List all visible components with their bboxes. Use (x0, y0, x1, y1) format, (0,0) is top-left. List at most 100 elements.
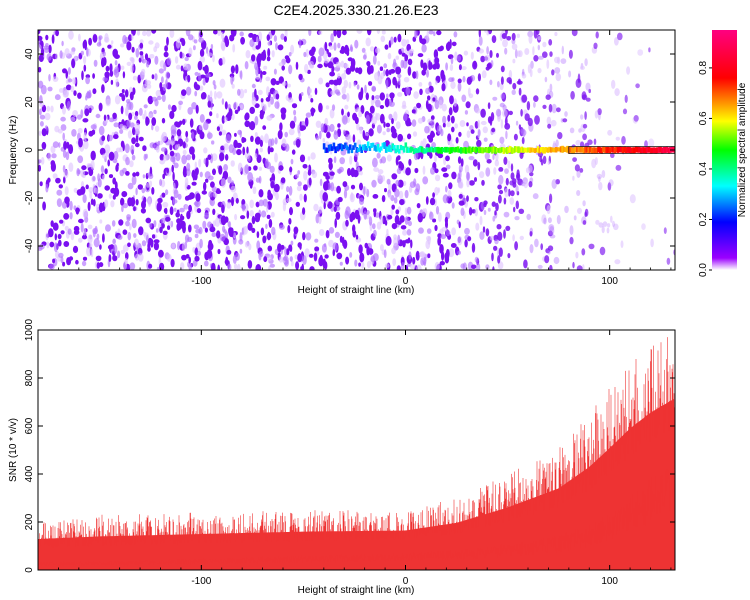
spectrogram-signal-cell (633, 147, 636, 154)
spectrogram-signal-cell (450, 147, 453, 154)
spectrogram-speckle (193, 45, 196, 51)
spectrogram-speckle (310, 98, 314, 103)
spectrogram-signal-cell (347, 146, 350, 154)
spectrogram-speckle (599, 246, 606, 256)
spectrogram-speckle (207, 52, 213, 57)
spectrogram-speckle (577, 207, 582, 214)
spectrogram-speckle (224, 101, 228, 110)
spectrogram-speckle (59, 219, 64, 224)
spectrogram-speckle (38, 30, 41, 35)
spectrogram-signal-cell (559, 146, 563, 153)
spectrogram-speckle (133, 233, 137, 238)
spectrogram-speckle (474, 197, 479, 202)
spectrogram-speckle (419, 252, 425, 257)
spectrogram-speckle (141, 59, 147, 64)
spectrogram-speckle (538, 55, 544, 60)
spectrogram-signal-cell (667, 147, 671, 154)
spectrogram-speckle (525, 167, 531, 174)
spectrogram-speckle (405, 86, 411, 96)
spectrogram-speckle (63, 241, 70, 247)
spectrogram-speckle (58, 88, 65, 93)
spectrogram-speckle (466, 195, 469, 202)
spectrogram-speckle (392, 76, 397, 86)
spectrogram-speckle (388, 113, 393, 121)
spectrogram-speckle (92, 183, 96, 194)
spectrogram-speckle (380, 156, 387, 164)
spectrogram-speckle (50, 162, 57, 172)
spectrogram-speckle (478, 30, 481, 38)
spectrogram-speckle (460, 158, 464, 167)
spectrogram-signal-cell (507, 147, 510, 153)
spectrogram-speckle (512, 234, 515, 242)
spectrogram-signal-cell (528, 147, 532, 153)
spectrogram-speckle (154, 125, 160, 132)
spectrogram-speckle (298, 93, 302, 102)
spectrogram-speckle (551, 103, 557, 114)
spectrogram-speckle (490, 112, 495, 122)
spectrogram-signal-cell (424, 149, 427, 154)
spectrogram-speckle (494, 239, 499, 245)
spectrogram-speckle (124, 143, 130, 154)
spectrogram-speckle (78, 33, 81, 42)
spectrogram-speckle (327, 61, 334, 69)
spectrogram-speckle (239, 248, 243, 254)
spectrogram-speckle (503, 156, 508, 165)
spectrogram-speckle (131, 218, 137, 229)
spectrogram-speckle (358, 244, 363, 254)
spectrogram-signal-cell (327, 144, 331, 152)
spectrogram-speckle (341, 86, 346, 95)
spectrogram-speckle (395, 179, 400, 187)
spectrogram-speckle (358, 111, 363, 118)
spectrogram-speckle (223, 164, 229, 172)
spectrogram-speckle (302, 231, 306, 241)
spectrogram-speckle (270, 78, 277, 86)
spectrogram-speckle (387, 193, 392, 199)
spectrogram-speckle (195, 228, 202, 234)
spectrogram-speckle (368, 216, 373, 226)
spectrogram-speckle (468, 207, 473, 216)
spectrogram-speckle (89, 191, 93, 199)
spectrogram-speckle (50, 105, 54, 113)
spectrogram-speckle (575, 78, 582, 88)
spectrogram-speckle (160, 217, 166, 224)
spectrogram-speckle (187, 236, 193, 242)
spectrogram-speckle (244, 150, 250, 160)
spectrogram-noise-layer (38, 30, 675, 270)
spectrogram-signal-cell (417, 147, 421, 153)
spectrogram-speckle (416, 203, 421, 209)
spectrogram-speckle (296, 185, 302, 192)
spectrogram-speckle (314, 238, 319, 243)
spectrogram-speckle (249, 121, 256, 131)
spectrogram-speckle (458, 131, 462, 137)
spectrogram-speckle (62, 105, 66, 115)
spectrogram-speckle (254, 103, 260, 109)
spectrogram-speckle (227, 112, 231, 118)
spectrogram-speckle (368, 128, 374, 137)
spectrogram-speckle (128, 112, 133, 121)
spectrogram-speckle (368, 81, 373, 86)
spectrogram-speckle (475, 222, 480, 231)
spectrogram-speckle (373, 229, 377, 237)
spectrogram-speckle (278, 76, 284, 84)
spectrogram-signal-cell (350, 148, 354, 154)
spectrogram-speckle (62, 149, 67, 158)
spectrogram-speckle (569, 225, 574, 236)
spectrogram-signal-cell (527, 147, 530, 153)
spectrogram-signal-cell (352, 145, 355, 150)
spectrogram-signal-cell (455, 146, 458, 153)
spectrogram-signal-cell (505, 147, 509, 154)
spectrogram-speckle (425, 196, 429, 205)
spectrogram-speckle (412, 256, 416, 265)
spectrogram-speckle (262, 125, 267, 130)
spectrogram-speckle (111, 220, 116, 227)
spectrogram-speckle (545, 94, 551, 100)
spectrogram-speckle (162, 173, 166, 180)
spectrogram-speckle (197, 250, 202, 256)
spectrogram-speckle (379, 113, 385, 124)
spectrogram-speckle (247, 222, 253, 231)
spectrogram-signal-cell (504, 148, 507, 153)
spectrogram-speckle (484, 30, 487, 33)
spectrogram-speckle (84, 108, 90, 117)
spectrogram-speckle (299, 125, 305, 131)
spectrogram-speckle (40, 84, 47, 95)
